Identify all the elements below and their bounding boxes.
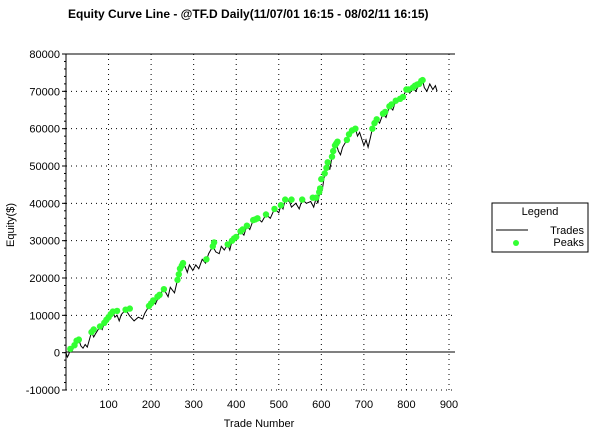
- y-tick-label: 20000: [29, 273, 60, 285]
- x-tick-label: 900: [440, 399, 458, 411]
- legend-box: [491, 202, 589, 253]
- peak-point: [324, 159, 331, 166]
- legend-title: Legend: [522, 206, 559, 218]
- peak-point: [419, 76, 426, 84]
- peak-point: [328, 153, 336, 160]
- legend-label-peaks: Peaks: [553, 237, 584, 249]
- peak-point: [67, 345, 74, 353]
- y-tick-label: 70000: [29, 86, 60, 98]
- peak-point: [175, 271, 182, 278]
- peak-point: [210, 239, 218, 246]
- y-tick-label: 0: [54, 348, 60, 360]
- peak-point: [399, 93, 407, 101]
- peak-point: [382, 108, 389, 116]
- peak-point: [239, 226, 246, 233]
- peak-point: [224, 241, 231, 248]
- peak-point: [352, 125, 359, 132]
- peak-point: [373, 116, 380, 123]
- peak-point: [318, 175, 325, 183]
- x-tick-label: 800: [397, 399, 415, 411]
- peak-point: [282, 196, 289, 203]
- peak-point: [321, 170, 328, 177]
- x-tick-label: 100: [99, 399, 117, 411]
- peak-point: [156, 291, 163, 298]
- x-tick-label: 600: [312, 399, 330, 411]
- peak-point: [179, 259, 187, 267]
- peak-point: [277, 202, 285, 209]
- peak-point: [233, 233, 240, 241]
- peak-point: [126, 305, 133, 312]
- legend-swatch-peaks: [513, 240, 519, 246]
- peak-point: [75, 336, 83, 343]
- y-tick-label: 40000: [29, 198, 60, 210]
- y-tick-label: 50000: [29, 161, 60, 173]
- y-tick-label: -10000: [26, 385, 60, 397]
- peak-point: [90, 326, 97, 333]
- x-axis-title: Trade Number: [224, 418, 295, 430]
- y-axis-title: Equity($): [5, 203, 17, 247]
- chart-title: Equity Curve Line - @TF.D Daily(11/07/01…: [68, 7, 429, 21]
- axis-ticks: -10000 0 10000 20000 30000 40000 50000 60000 700…: [26, 49, 458, 411]
- peak-point: [316, 185, 324, 192]
- y-tick-label: 30000: [29, 236, 60, 248]
- peak-point: [254, 215, 261, 222]
- peak-point: [388, 101, 395, 108]
- x-tick-label: 200: [142, 399, 160, 411]
- x-tick-label: 400: [227, 399, 245, 411]
- y-tick-label: 60000: [29, 124, 60, 136]
- peak-point: [203, 256, 210, 263]
- peak-point: [343, 136, 351, 144]
- x-tick-label: 500: [270, 399, 288, 411]
- peak-point: [299, 196, 306, 203]
- x-tick-label: 700: [355, 399, 373, 411]
- peak-point: [113, 307, 121, 315]
- peak-point: [271, 205, 278, 213]
- peak-point: [313, 194, 320, 201]
- peak-point: [160, 286, 168, 293]
- legend-label-trades: Trades: [550, 225, 584, 237]
- peak-point: [334, 138, 341, 145]
- peak-point: [288, 196, 295, 203]
- peak-point: [96, 323, 104, 330]
- peak-point: [369, 125, 376, 132]
- series-peaks: [67, 76, 426, 353]
- legend: Legend Trades Peaks: [491, 202, 589, 253]
- grid: [66, 53, 455, 391]
- peak-point: [243, 222, 251, 229]
- y-tick-label: 80000: [29, 49, 60, 61]
- y-tick-label: 10000: [29, 310, 60, 322]
- peak-point: [330, 147, 337, 155]
- peak-point: [174, 276, 181, 284]
- x-tick-label: 300: [184, 399, 202, 411]
- peak-point: [150, 297, 157, 304]
- peak-point: [262, 211, 270, 218]
- peak-point: [323, 164, 330, 172]
